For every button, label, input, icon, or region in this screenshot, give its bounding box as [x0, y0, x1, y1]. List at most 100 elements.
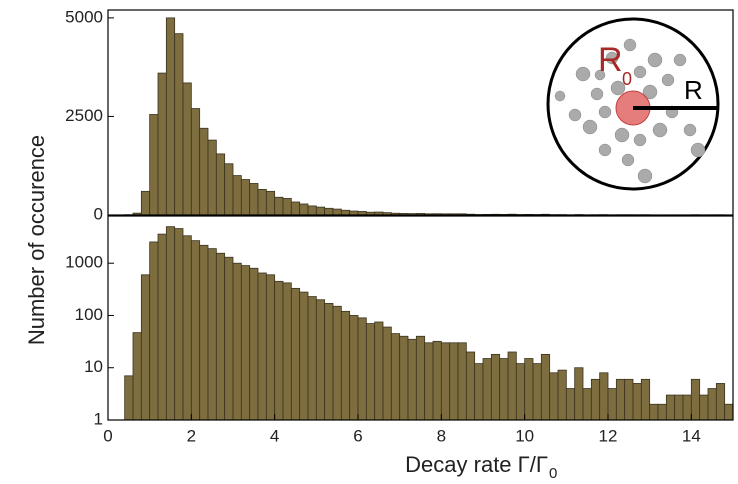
plot-frame	[107, 215, 734, 421]
bar	[290, 287, 301, 421]
bar	[440, 342, 451, 421]
bar	[590, 378, 601, 421]
plot-frame	[107, 9, 734, 216]
bar	[165, 226, 176, 421]
bar	[299, 203, 309, 216]
x-tick-label: 14	[682, 426, 701, 445]
bar	[132, 332, 142, 421]
inner-radius-label: R	[598, 41, 623, 79]
bar	[365, 323, 376, 421]
bar	[565, 388, 576, 421]
bar	[199, 244, 209, 421]
bar	[607, 388, 617, 421]
bar	[190, 108, 201, 216]
bar	[665, 394, 676, 421]
bar	[407, 338, 417, 421]
bar	[524, 358, 534, 421]
bar	[674, 394, 684, 421]
bar	[307, 205, 317, 216]
bar	[549, 372, 559, 421]
bar	[232, 175, 242, 216]
bar	[240, 179, 251, 216]
bar	[465, 351, 476, 421]
inner-radius-subscript: 0	[622, 69, 632, 89]
bar	[265, 190, 276, 216]
bar	[149, 241, 159, 421]
bar	[124, 375, 134, 421]
x-tick-label: 2	[187, 426, 196, 445]
bar	[157, 233, 167, 421]
x-tick-label: 6	[353, 426, 362, 445]
bar	[599, 372, 609, 421]
bar	[357, 317, 367, 421]
bar	[140, 190, 151, 216]
bar	[649, 403, 659, 421]
bar	[724, 403, 734, 421]
bar	[657, 403, 667, 421]
y-axis-label: Number of occurence	[24, 135, 49, 345]
outer-radius-label: R	[684, 75, 703, 105]
bar	[274, 196, 284, 216]
bar	[249, 183, 259, 216]
y-tick-label: 1000	[65, 253, 103, 272]
inset-diagram: R 0 R	[546, 17, 720, 191]
x-axis-label: Decay rate Γ/Γ	[405, 452, 548, 477]
bar	[474, 363, 484, 421]
bar	[490, 353, 501, 421]
bar	[482, 358, 492, 421]
bar	[257, 272, 267, 421]
y-tick-label: 0	[94, 204, 103, 223]
bar	[265, 274, 276, 421]
bar	[399, 335, 409, 421]
bar	[507, 351, 517, 421]
y-tick-label: 10	[84, 357, 103, 376]
bar	[715, 383, 726, 421]
bar	[224, 256, 234, 421]
bar	[215, 252, 226, 421]
bar	[557, 369, 567, 421]
bar	[449, 342, 459, 421]
bar	[182, 82, 192, 216]
bar	[340, 209, 351, 216]
bar	[165, 17, 176, 216]
bar	[615, 378, 626, 421]
bar	[224, 163, 234, 216]
bar	[574, 367, 584, 421]
bar	[149, 114, 159, 216]
bar	[532, 363, 542, 421]
bar	[315, 206, 326, 216]
bar	[182, 235, 192, 421]
bar	[257, 188, 267, 216]
bar	[332, 208, 342, 216]
bar	[249, 267, 259, 421]
x-axis-label-subscript: 0	[549, 465, 557, 482]
bar	[299, 291, 309, 421]
bar	[374, 321, 384, 421]
bar	[282, 282, 292, 421]
y-tick-label: 1	[94, 409, 103, 428]
bar	[140, 274, 151, 421]
bar	[332, 305, 342, 421]
bar	[232, 262, 242, 421]
bar	[324, 207, 334, 216]
bar	[640, 378, 651, 421]
bar	[682, 394, 692, 421]
bar	[307, 296, 317, 421]
bar	[207, 139, 217, 216]
bar	[432, 340, 442, 421]
bar	[390, 333, 401, 421]
bar	[324, 303, 334, 421]
bar	[190, 240, 201, 421]
x-tick-label: 4	[270, 426, 279, 445]
x-tick-label: 10	[515, 426, 534, 445]
bar	[707, 388, 717, 421]
y-tick-label: 5000	[65, 7, 103, 26]
bar	[424, 342, 434, 421]
bar	[215, 153, 226, 216]
bar	[207, 248, 217, 421]
scatterers	[554, 38, 706, 184]
x-tick-label: 8	[437, 426, 446, 445]
bar	[174, 33, 184, 216]
bar	[349, 315, 359, 421]
